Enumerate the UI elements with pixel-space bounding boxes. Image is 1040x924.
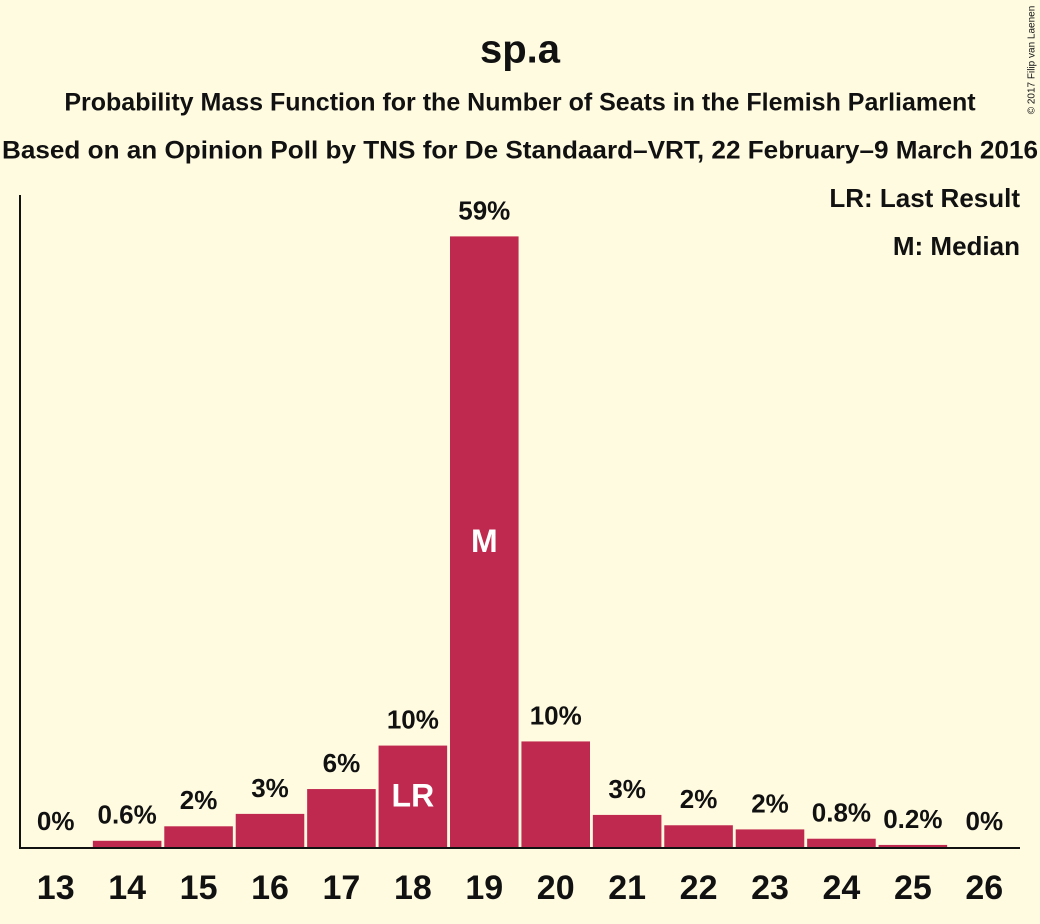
value-label: 2% — [751, 788, 789, 818]
x-tick-label: 18 — [394, 869, 432, 907]
x-tick-label: 13 — [37, 869, 75, 907]
x-tick-label: 22 — [680, 869, 718, 907]
bar — [521, 741, 590, 847]
value-label: 3% — [251, 773, 289, 803]
bar — [664, 825, 733, 847]
bar — [164, 826, 233, 847]
bar — [807, 838, 876, 847]
value-label: 10% — [530, 700, 582, 730]
x-tick-label: 19 — [465, 869, 503, 907]
bar — [235, 813, 305, 847]
x-tick-label: 17 — [323, 869, 361, 907]
value-label: 6% — [323, 748, 361, 778]
x-tick-label: 15 — [180, 869, 218, 907]
credit: © 2017 Filip van Laenen — [1027, 6, 1038, 115]
x-tick-label: 23 — [751, 869, 789, 907]
x-tick-label: 21 — [608, 869, 646, 907]
value-label: 3% — [608, 774, 646, 804]
legend-entry: M: Median — [893, 231, 1020, 261]
value-label: 0.2% — [883, 804, 942, 834]
bar — [92, 840, 162, 847]
chart-subtitle: Probability Mass Function for the Number… — [64, 89, 976, 117]
x-tick-label: 20 — [537, 869, 575, 907]
bar-annotation: LR — [392, 778, 435, 814]
value-label: 2% — [180, 785, 218, 815]
bar-annotation: M — [471, 523, 498, 559]
value-label: 0% — [37, 806, 75, 836]
value-label: 59% — [458, 195, 510, 225]
x-tick-label: 24 — [823, 869, 861, 907]
chart-subtitle: Based on an Opinion Poll by TNS for De S… — [2, 137, 1038, 165]
value-label: 0.8% — [812, 798, 871, 828]
bar — [592, 814, 662, 847]
x-tick-label: 14 — [108, 869, 146, 907]
x-tick-label: 16 — [251, 869, 289, 907]
bar — [378, 745, 448, 847]
x-tick-label: 25 — [894, 869, 932, 907]
chart-title: sp.a — [480, 28, 561, 72]
legend-entry: LR: Last Result — [829, 183, 1020, 213]
bar — [307, 789, 376, 847]
bar — [735, 829, 805, 847]
value-label: 2% — [680, 784, 718, 814]
x-tick-label: 26 — [965, 869, 1003, 907]
value-label: 0% — [965, 806, 1003, 836]
value-label: 0.6% — [98, 800, 157, 830]
bar — [878, 844, 948, 847]
value-label: 10% — [387, 704, 439, 734]
bar — [450, 236, 519, 847]
